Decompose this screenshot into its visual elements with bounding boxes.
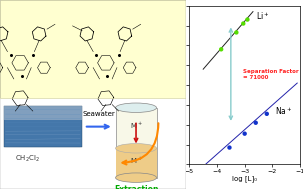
Point: [234, 31, 239, 34]
Ellipse shape: [115, 144, 157, 153]
Y-axis label: log (D / [A⁻]): log (D / [A⁻]): [170, 65, 175, 105]
Bar: [115, 108, 157, 178]
Text: Seawater: Seawater: [82, 111, 115, 117]
Text: Li$^+$: Li$^+$: [256, 11, 269, 22]
Text: M$^+$: M$^+$: [130, 156, 142, 166]
Point: [264, 112, 269, 115]
Bar: [4, 106, 82, 120]
X-axis label: log [L]₀: log [L]₀: [232, 175, 257, 182]
Point: [242, 132, 247, 135]
Text: Extraction: Extraction: [114, 184, 158, 189]
Point: [241, 22, 246, 25]
Point: [245, 18, 250, 21]
Text: Separation Factor
= 71000: Separation Factor = 71000: [243, 69, 299, 80]
Bar: [0, 0, 186, 98]
Point: [253, 121, 258, 124]
Text: Na$^+$: Na$^+$: [275, 105, 293, 117]
Text: CH$_2$Cl$_2$: CH$_2$Cl$_2$: [15, 154, 40, 164]
Point: [219, 48, 224, 51]
Ellipse shape: [115, 173, 157, 182]
Point: [227, 146, 232, 149]
Bar: [115, 148, 157, 178]
Text: M$^+$: M$^+$: [130, 121, 142, 131]
Ellipse shape: [115, 103, 157, 112]
Bar: [4, 106, 82, 147]
Bar: [0, 98, 186, 189]
